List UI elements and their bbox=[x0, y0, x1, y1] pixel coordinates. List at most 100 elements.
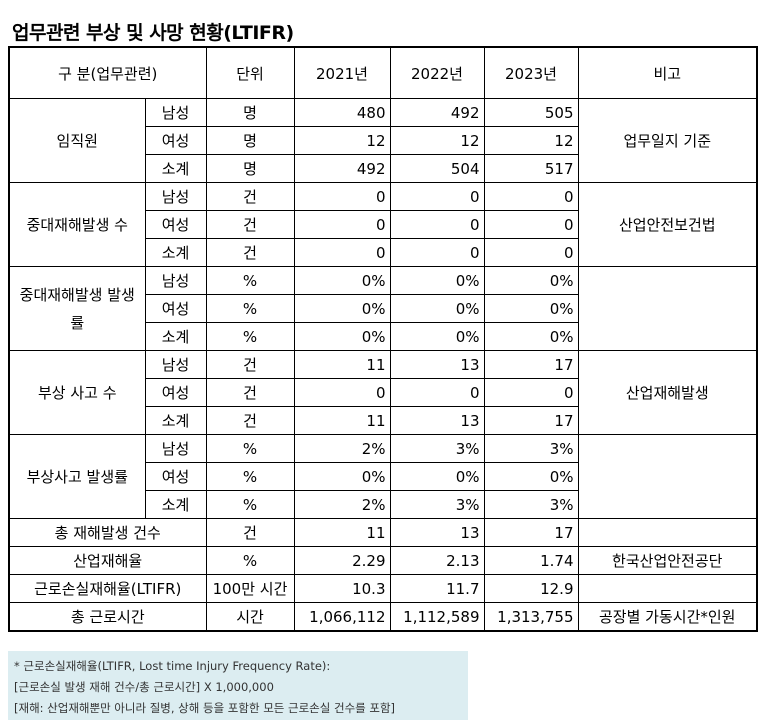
value-2021: 11 bbox=[293, 350, 391, 379]
table-row: 임직원 남성 명 480 492 505 업무일지 기준 bbox=[8, 98, 758, 183]
unit-cell: % bbox=[205, 462, 295, 491]
summary-row: 총 근로시간 시간 1,066,112 1,112,589 1,313,755 공장별 가… bbox=[8, 602, 758, 632]
ltifr-table: 구 분(업무관련) 단위 2021년 2022년 2023년 비고 임직원 남성 명… bbox=[8, 46, 758, 632]
unit-cell: 명 bbox=[205, 126, 295, 155]
value-2023: 1,313,755 bbox=[483, 602, 579, 632]
remark-cell bbox=[577, 434, 758, 519]
sub-label: 남성 bbox=[144, 182, 207, 211]
value-2022: 0% bbox=[389, 462, 485, 491]
remark-cell bbox=[577, 574, 758, 603]
remark-cell: 산업재해발생 bbox=[577, 350, 758, 435]
value-2022: 3% bbox=[389, 490, 485, 519]
value-2023: 0% bbox=[483, 322, 579, 351]
table-row: 소계% 0% 0% 0% bbox=[9, 322, 757, 351]
sub-label: 소계 bbox=[144, 490, 207, 519]
value-2022: 0% bbox=[389, 294, 485, 323]
value-2023: 0 bbox=[483, 182, 579, 211]
value-2021: 0 bbox=[293, 210, 391, 239]
sub-label: 남성 bbox=[144, 350, 207, 379]
sub-label: 여성 bbox=[144, 294, 207, 323]
value-2021: 0% bbox=[293, 322, 391, 351]
value-2021: 2% bbox=[293, 490, 391, 519]
value-2021: 492 bbox=[293, 154, 391, 183]
table-row: 소계% 2% 3% 3% bbox=[9, 490, 757, 519]
footnote-line: [근로손실 발생 재해 건수/총 근로시간] X 1,000,000 bbox=[14, 680, 274, 694]
remark-cell bbox=[577, 518, 758, 547]
sub-label: 소계 bbox=[144, 238, 207, 267]
table-row: 소계 건 0 0 0 bbox=[9, 238, 757, 267]
value-2022: 2.13 bbox=[389, 546, 485, 575]
value-2021: 12 bbox=[293, 126, 391, 155]
group-label: 중대재해발생 수 bbox=[8, 182, 146, 267]
value-2022: 0 bbox=[389, 210, 485, 239]
table-row: 부상사고 발생률 남성% 2% 3% 3% bbox=[8, 434, 758, 519]
remark-cell: 산업안전보건법 bbox=[577, 182, 758, 267]
group-label: 중대재해발생 발생률 bbox=[8, 266, 146, 351]
sub-label: 소계 bbox=[144, 406, 207, 435]
footnote-line: [재해: 산업재해뿐만 아니라 질병, 상해 등을 포함한 모든 근로손실 건수… bbox=[14, 701, 396, 715]
value-2023: 0% bbox=[483, 294, 579, 323]
table-row: 소계 명 492 504 517 bbox=[9, 154, 757, 183]
value-2021: 10.3 bbox=[293, 574, 391, 603]
unit-cell: 건 bbox=[205, 406, 295, 435]
value-2022: 492 bbox=[389, 98, 485, 127]
unit-cell: 건 bbox=[205, 182, 295, 211]
value-2023: 0 bbox=[483, 238, 579, 267]
value-2021: 0% bbox=[293, 462, 391, 491]
summary-row: 산업재해율% 2.29 2.13 1.74 한국산업안전공단 bbox=[8, 546, 758, 575]
value-2023: 3% bbox=[483, 490, 579, 519]
unit-cell: 건 bbox=[205, 350, 295, 379]
sub-label: 여성 bbox=[144, 126, 207, 155]
value-2022: 0% bbox=[389, 266, 485, 295]
sub-label: 소계 bbox=[144, 154, 207, 183]
sub-label: 소계 bbox=[144, 322, 207, 351]
table-row: 부상 사고 수 남성 건 11 13 17 산업재해발생 bbox=[8, 350, 758, 435]
unit-cell: % bbox=[205, 490, 295, 519]
header-2023: 2023년 bbox=[483, 46, 579, 99]
remark-cell: 업무일지 기준 bbox=[577, 98, 758, 183]
value-2022: 0% bbox=[389, 322, 485, 351]
value-2023: 3% bbox=[483, 434, 579, 463]
header-remark: 비고 bbox=[577, 46, 758, 99]
unit-cell: % bbox=[205, 294, 295, 323]
remark-cell: 공장별 가동시간*인원 bbox=[577, 602, 758, 632]
group-label: 부상사고 발생률 bbox=[8, 434, 146, 519]
value-2022: 504 bbox=[389, 154, 485, 183]
sub-label: 남성 bbox=[144, 98, 207, 127]
value-2021: 0% bbox=[293, 266, 391, 295]
table-row: 여성 건 0 0 0 bbox=[9, 210, 757, 239]
summary-label: 총 근로시간 bbox=[8, 602, 207, 632]
unit-cell: % bbox=[205, 266, 295, 295]
value-2023: 0 bbox=[483, 210, 579, 239]
value-2021: 0 bbox=[293, 238, 391, 267]
table-row: 중대재해발생 발생률 남성% 0% 0% 0% bbox=[8, 266, 758, 351]
summary-label: 산업재해율 bbox=[8, 546, 207, 575]
value-2022: 11.7 bbox=[389, 574, 485, 603]
unit-cell: 100만 시간 bbox=[205, 574, 295, 603]
value-2022: 13 bbox=[389, 406, 485, 435]
value-2023: 0% bbox=[483, 462, 579, 491]
unit-cell: % bbox=[205, 434, 295, 463]
unit-cell: 건 bbox=[205, 378, 295, 407]
value-2023: 0 bbox=[483, 378, 579, 407]
header-2021: 2021년 bbox=[293, 46, 391, 99]
group-label: 임직원 bbox=[8, 98, 146, 183]
value-2021: 480 bbox=[293, 98, 391, 127]
value-2022: 3% bbox=[389, 434, 485, 463]
header-unit: 단위 bbox=[205, 46, 295, 99]
remark-cell: 한국산업안전공단 bbox=[577, 546, 758, 575]
value-2023: 505 bbox=[483, 98, 579, 127]
value-2023: 517 bbox=[483, 154, 579, 183]
sub-label: 여성 bbox=[144, 378, 207, 407]
table-row: 여성% 0% 0% 0% bbox=[9, 294, 757, 323]
value-2021: 0% bbox=[293, 294, 391, 323]
group-label: 부상 사고 수 bbox=[8, 350, 146, 435]
value-2023: 0% bbox=[483, 266, 579, 295]
unit-cell: % bbox=[205, 546, 295, 575]
value-2021: 11 bbox=[293, 518, 391, 547]
summary-row: 총 재해발생 건수 건 11 13 17 bbox=[8, 518, 758, 547]
unit-cell: 시간 bbox=[205, 602, 295, 632]
sub-label: 남성 bbox=[144, 266, 207, 295]
page-title: 업무관련 부상 및 사망 현황(LTIFR) bbox=[12, 22, 294, 44]
value-2021: 2% bbox=[293, 434, 391, 463]
